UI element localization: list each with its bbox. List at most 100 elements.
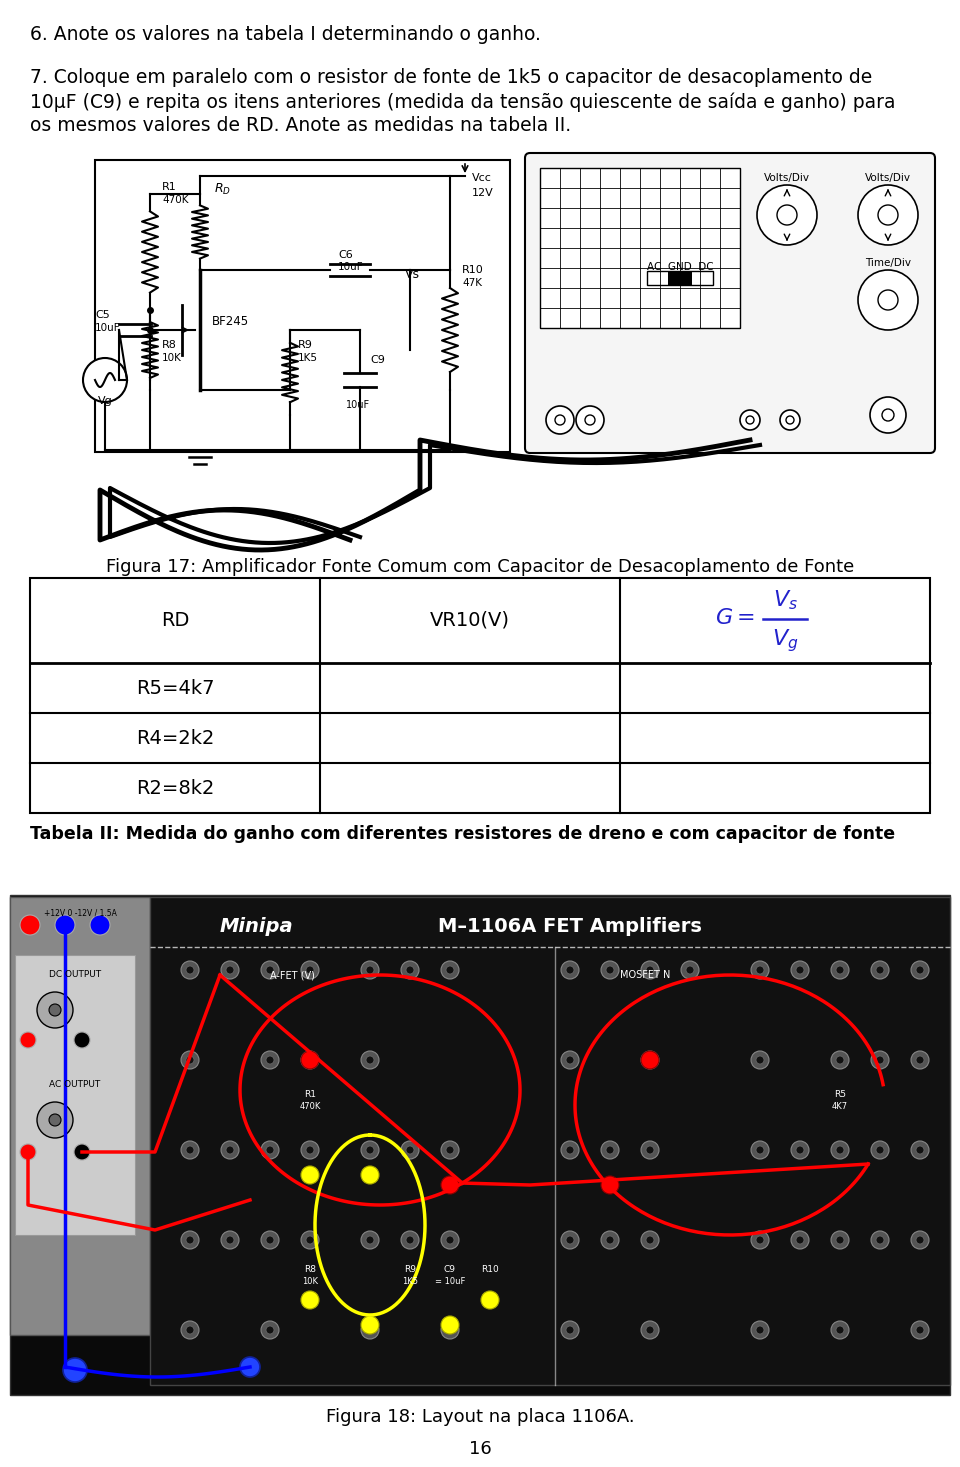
Circle shape xyxy=(831,1320,849,1339)
Circle shape xyxy=(858,270,918,330)
Circle shape xyxy=(181,1141,199,1159)
Bar xyxy=(10,896,150,1335)
Circle shape xyxy=(756,1326,764,1334)
Circle shape xyxy=(446,1146,454,1155)
Circle shape xyxy=(831,1231,849,1248)
Circle shape xyxy=(646,965,654,974)
Circle shape xyxy=(871,961,889,978)
Circle shape xyxy=(301,1050,319,1069)
Text: A-FET (V): A-FET (V) xyxy=(270,970,315,980)
Circle shape xyxy=(641,1231,659,1248)
Text: R4=2k2: R4=2k2 xyxy=(135,729,214,748)
Text: Time/Div: Time/Div xyxy=(865,258,911,268)
Circle shape xyxy=(240,1357,260,1378)
Circle shape xyxy=(401,1141,419,1159)
Circle shape xyxy=(796,1237,804,1244)
Circle shape xyxy=(601,961,619,978)
Circle shape xyxy=(916,1326,924,1334)
Circle shape xyxy=(74,1144,90,1160)
Circle shape xyxy=(876,1056,884,1064)
Circle shape xyxy=(831,1050,849,1069)
Circle shape xyxy=(786,417,794,424)
Circle shape xyxy=(686,965,694,974)
Text: R10: R10 xyxy=(481,1265,499,1273)
Circle shape xyxy=(878,205,898,224)
Circle shape xyxy=(441,1320,459,1339)
Text: AC OUTPUT: AC OUTPUT xyxy=(49,1080,101,1089)
Circle shape xyxy=(90,915,110,934)
Text: DC OUTPUT: DC OUTPUT xyxy=(49,970,101,978)
Circle shape xyxy=(911,1231,929,1248)
Circle shape xyxy=(756,1146,764,1155)
Circle shape xyxy=(606,965,614,974)
Circle shape xyxy=(55,915,75,934)
Circle shape xyxy=(681,961,699,978)
Circle shape xyxy=(366,1146,374,1155)
Circle shape xyxy=(566,1237,574,1244)
Bar xyxy=(30,578,930,813)
Text: Vcc: Vcc xyxy=(472,173,492,183)
Text: C9: C9 xyxy=(444,1265,456,1273)
Circle shape xyxy=(181,1050,199,1069)
Text: 1K5: 1K5 xyxy=(298,354,318,362)
Circle shape xyxy=(646,1237,654,1244)
Circle shape xyxy=(566,965,574,974)
Circle shape xyxy=(641,1050,659,1069)
Circle shape xyxy=(916,1237,924,1244)
Circle shape xyxy=(366,1326,374,1334)
Circle shape xyxy=(606,1237,614,1244)
Text: 10K: 10K xyxy=(162,354,181,362)
Circle shape xyxy=(756,965,764,974)
Circle shape xyxy=(546,406,574,434)
Circle shape xyxy=(441,1141,459,1159)
Text: +12V 0 -12V / 1.5A: +12V 0 -12V / 1.5A xyxy=(43,910,116,918)
Text: R5=4k7: R5=4k7 xyxy=(135,679,214,697)
Circle shape xyxy=(751,961,769,978)
Bar xyxy=(15,955,135,1235)
Text: 10uF: 10uF xyxy=(95,323,121,333)
Circle shape xyxy=(306,1237,314,1244)
Circle shape xyxy=(641,1320,659,1339)
Circle shape xyxy=(301,1050,319,1069)
Circle shape xyxy=(601,1177,619,1194)
Text: 4K7: 4K7 xyxy=(832,1102,848,1111)
Circle shape xyxy=(576,406,604,434)
Circle shape xyxy=(441,1231,459,1248)
Circle shape xyxy=(916,965,924,974)
Text: $V_s$: $V_s$ xyxy=(773,588,798,612)
Circle shape xyxy=(361,1316,379,1334)
Circle shape xyxy=(561,1320,579,1339)
Text: C6: C6 xyxy=(338,249,352,260)
Text: 7. Coloque em paralelo com o resistor de fonte de 1k5 o capacitor de desacoplame: 7. Coloque em paralelo com o resistor de… xyxy=(30,67,873,87)
Circle shape xyxy=(831,1141,849,1159)
Circle shape xyxy=(221,1231,239,1248)
Circle shape xyxy=(221,961,239,978)
Circle shape xyxy=(49,1113,61,1127)
Circle shape xyxy=(266,1237,274,1244)
Text: R8: R8 xyxy=(304,1265,316,1273)
Circle shape xyxy=(858,185,918,245)
Circle shape xyxy=(361,1050,379,1069)
Circle shape xyxy=(561,1141,579,1159)
Bar xyxy=(540,169,740,329)
Circle shape xyxy=(446,965,454,974)
Circle shape xyxy=(306,1146,314,1155)
Text: 10μF (C9) e repita os itens anteriores (medida da tensão quiescente de saída e g: 10μF (C9) e repita os itens anteriores (… xyxy=(30,92,896,111)
Circle shape xyxy=(406,1237,414,1244)
Circle shape xyxy=(566,1056,574,1064)
Text: R9: R9 xyxy=(404,1265,416,1273)
Text: Figura 18: Layout na placa 1106A.: Figura 18: Layout na placa 1106A. xyxy=(325,1408,635,1426)
Circle shape xyxy=(561,961,579,978)
Circle shape xyxy=(601,1141,619,1159)
Circle shape xyxy=(366,965,374,974)
Circle shape xyxy=(301,1291,319,1309)
Text: RD: RD xyxy=(161,610,189,629)
Bar xyxy=(95,160,510,452)
Text: $G=$: $G=$ xyxy=(715,609,755,628)
Circle shape xyxy=(555,415,565,425)
Circle shape xyxy=(361,1166,379,1184)
Circle shape xyxy=(566,1146,574,1155)
Circle shape xyxy=(74,1031,90,1047)
Circle shape xyxy=(83,358,127,402)
Circle shape xyxy=(226,965,234,974)
